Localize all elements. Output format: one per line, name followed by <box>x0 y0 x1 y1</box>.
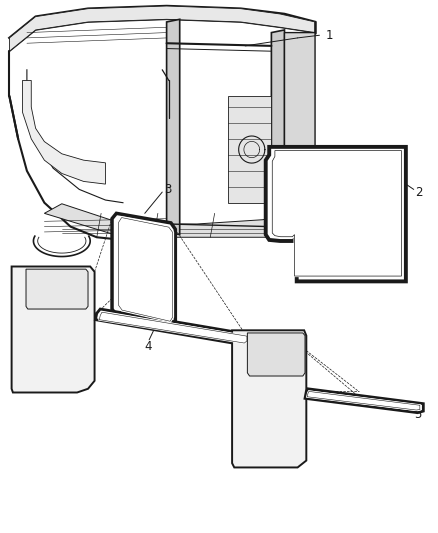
Polygon shape <box>26 269 88 309</box>
Polygon shape <box>307 391 420 410</box>
Polygon shape <box>232 330 306 467</box>
Polygon shape <box>272 151 402 276</box>
Polygon shape <box>228 96 272 203</box>
Polygon shape <box>95 309 251 345</box>
Polygon shape <box>247 333 305 376</box>
Polygon shape <box>12 266 95 392</box>
Polygon shape <box>305 389 424 413</box>
Polygon shape <box>285 33 315 232</box>
Text: 5: 5 <box>414 408 421 421</box>
Polygon shape <box>246 375 303 461</box>
Polygon shape <box>119 217 173 321</box>
Polygon shape <box>99 312 247 343</box>
Polygon shape <box>112 213 175 328</box>
Polygon shape <box>44 204 315 237</box>
Polygon shape <box>272 30 285 232</box>
Text: 1: 1 <box>326 29 333 42</box>
Text: 4: 4 <box>144 340 152 353</box>
Polygon shape <box>266 147 406 281</box>
Polygon shape <box>166 19 180 235</box>
Polygon shape <box>22 80 106 184</box>
Text: 2: 2 <box>416 185 423 199</box>
Text: 3: 3 <box>164 183 172 196</box>
Polygon shape <box>10 6 315 51</box>
